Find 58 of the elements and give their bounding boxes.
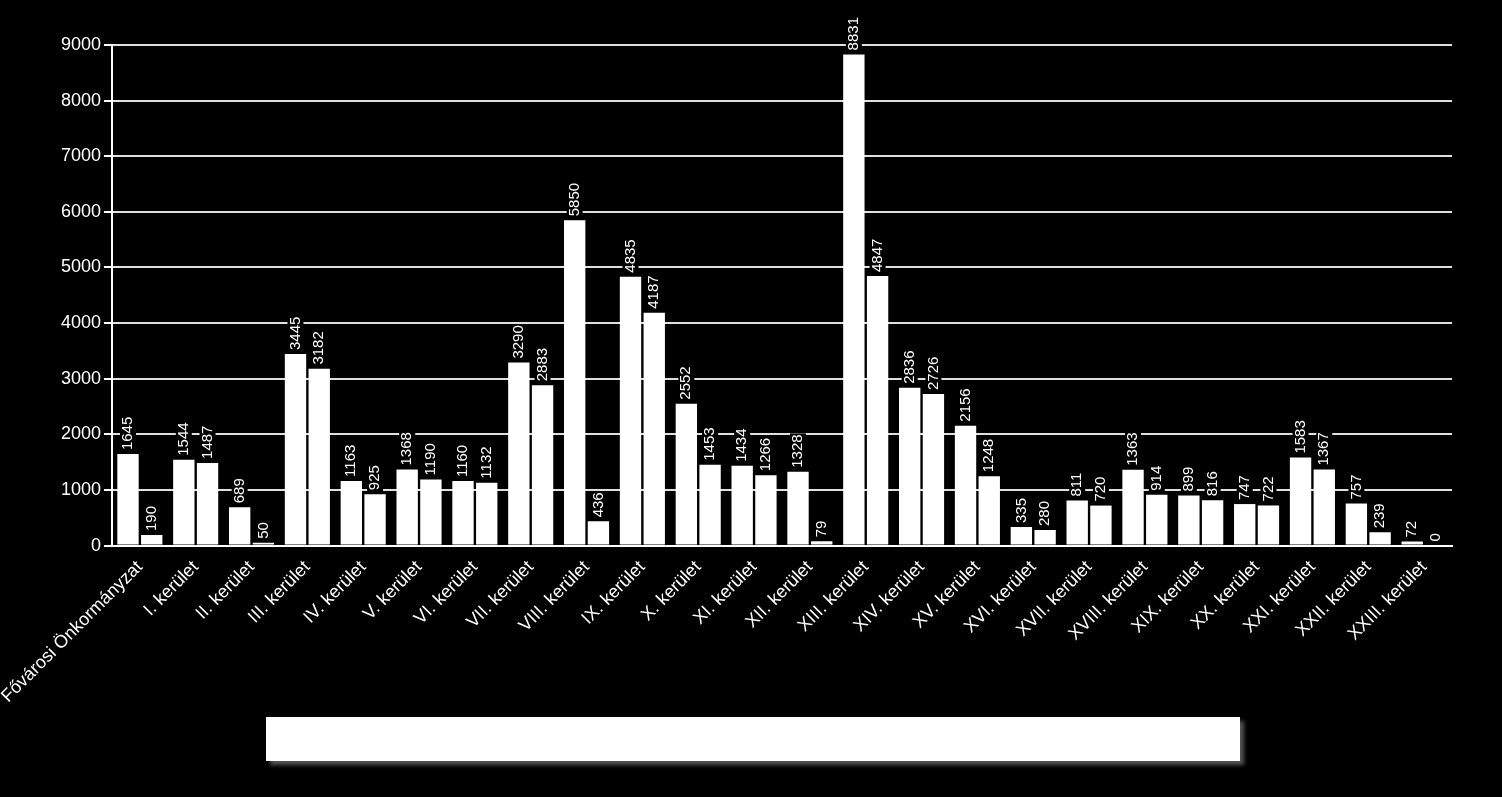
- data-label: 1645: [118, 416, 136, 451]
- data-label: 3290: [508, 325, 526, 359]
- y-tick-label: 1000: [60, 478, 101, 499]
- data-label: 1368: [397, 432, 415, 466]
- data-label: 50: [253, 522, 271, 539]
- data-label: 689: [229, 478, 247, 504]
- data-label: 811: [1067, 472, 1085, 497]
- y-tick-label: 0: [90, 534, 101, 555]
- data-label: 0: [1426, 533, 1444, 542]
- y-tick-label: 3000: [60, 367, 101, 388]
- y-tick-label: 8000: [60, 89, 101, 110]
- data-label: 1363: [1123, 432, 1141, 466]
- data-label: 914: [1146, 465, 1164, 491]
- data-label: 2552: [676, 366, 694, 400]
- data-label: 2156: [955, 388, 973, 422]
- data-label: 747: [1234, 475, 1252, 501]
- data-label: 720: [1091, 476, 1109, 502]
- y-tick-label: 9000: [60, 33, 101, 54]
- data-label: 5850: [564, 182, 582, 217]
- data-label: 1328: [788, 434, 806, 468]
- data-label: 335: [1011, 497, 1029, 523]
- data-label: 2726: [923, 356, 941, 390]
- data-label: 722: [1258, 476, 1276, 502]
- data-label: 4847: [867, 238, 885, 273]
- y-tick-label: 4000: [60, 312, 101, 333]
- data-label: 72: [1402, 520, 1420, 538]
- data-label: 2836: [899, 350, 917, 384]
- y-tick-label: 5000: [60, 256, 101, 277]
- data-label: 1266: [756, 437, 774, 472]
- data-label: 190: [141, 506, 159, 532]
- data-label: 280: [1035, 501, 1053, 527]
- y-tick-label: 6000: [60, 200, 101, 221]
- data-label: 816: [1202, 471, 1220, 497]
- data-label: 1367: [1314, 432, 1332, 466]
- data-label: 925: [365, 465, 383, 491]
- data-label: 436: [588, 492, 606, 518]
- y-tick-label: 7000: [60, 145, 101, 166]
- data-label: 79: [811, 520, 829, 538]
- data-label: 1163: [341, 444, 359, 477]
- data-label: 239: [1370, 503, 1388, 529]
- data-label: 3182: [309, 331, 327, 365]
- data-label: 1132: [476, 446, 494, 479]
- data-label: 4835: [620, 239, 638, 273]
- data-label: 8831: [844, 17, 861, 51]
- data-label: 1248: [979, 438, 997, 473]
- data-label: 1583: [1290, 420, 1308, 454]
- data-label: 1487: [197, 425, 215, 459]
- data-label: 4187: [644, 275, 662, 309]
- data-label: 1160: [453, 444, 471, 478]
- data-label: 3445: [285, 316, 303, 350]
- data-label: 2883: [532, 347, 550, 382]
- data-label: 1434: [732, 428, 750, 462]
- data-label: 899: [1179, 466, 1197, 492]
- data-label: 757: [1346, 474, 1364, 500]
- data-label: 1544: [173, 422, 191, 456]
- y-tick-label: 2000: [60, 423, 101, 444]
- data-label: 1453: [700, 427, 718, 461]
- data-label: 1190: [421, 443, 439, 476]
